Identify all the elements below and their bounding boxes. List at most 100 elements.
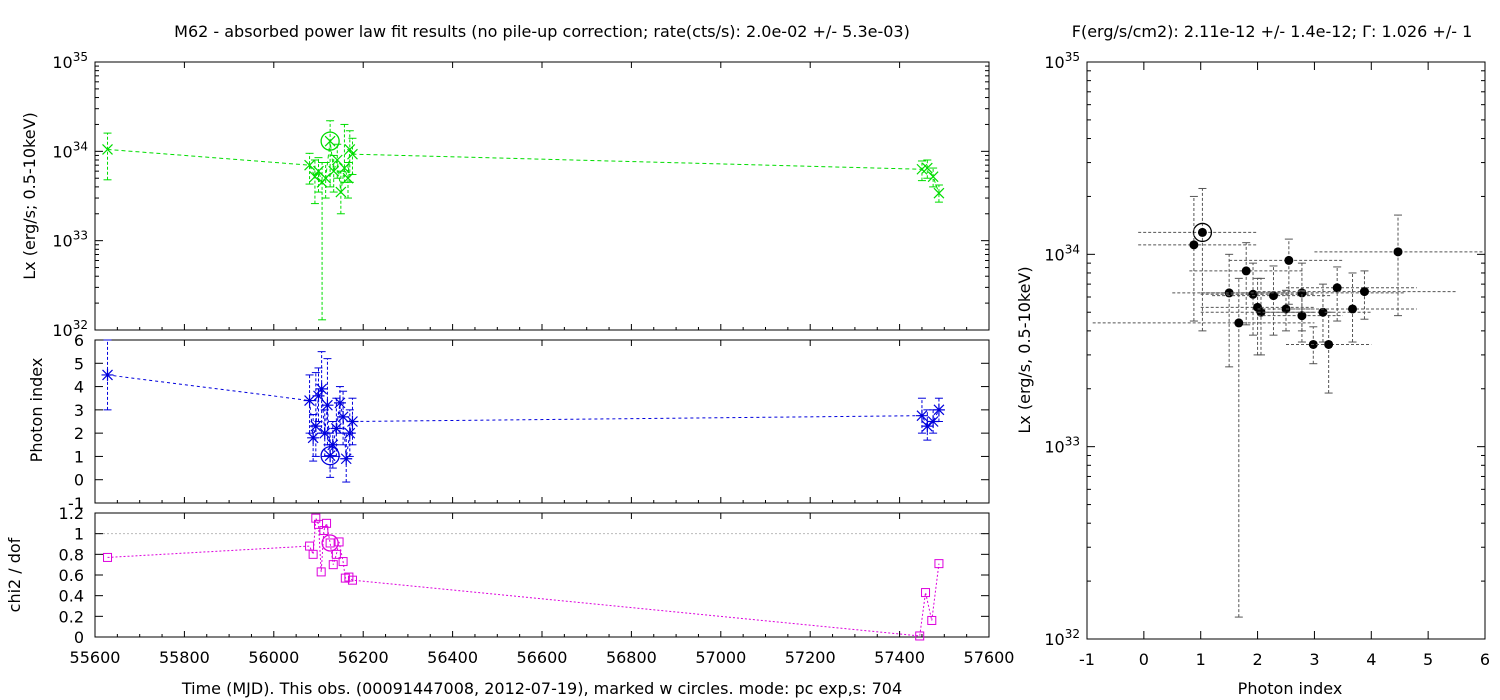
chi-point-marker (103, 552, 113, 562)
scatter-point (1256, 307, 1266, 317)
gamma-point-marker (324, 449, 337, 462)
y-tick-label: 2 (74, 424, 84, 443)
lx-point-marker (320, 172, 332, 184)
chi-point-marker (319, 526, 329, 536)
scatter-point (1224, 288, 1234, 298)
y-tick-label: 1033 (52, 229, 88, 251)
gamma-point-marker (318, 427, 331, 440)
chi-point-marker (331, 549, 341, 559)
scatter-point (1197, 227, 1207, 237)
scatter-point (1241, 266, 1251, 276)
x-tick-label: 57600 (964, 648, 1015, 667)
gamma-point-marker (315, 382, 328, 395)
x-tick-label: 56600 (517, 648, 568, 667)
gamma-time-plot-frame (94, 339, 990, 504)
axis-ticks: 55600 55800 56000 56200 56400 56600 56800 57000… (52, 50, 1490, 669)
y-tick-label: 1.2 (59, 504, 84, 523)
lx-point-marker (933, 187, 945, 199)
x-tick-label: 6 (1480, 650, 1490, 669)
x-tick-label: 55800 (159, 648, 210, 667)
lx-current-obs-circle (320, 131, 340, 151)
gamma-point-marker (101, 368, 114, 381)
gamma-point-marker (343, 427, 356, 440)
gamma-point-marker (927, 415, 940, 428)
x-tick-label: 4 (1366, 650, 1376, 669)
x-tick-label: 57400 (874, 648, 925, 667)
y-tick-label: 1035 (52, 50, 88, 72)
y-tick-label: 0.8 (59, 545, 84, 564)
lx-gamma-scatter (1092, 187, 1485, 618)
lx-gamma-plot-frame (1086, 61, 1486, 640)
photon-index-axis-label: Photon index (1238, 679, 1343, 698)
gamma-point-marker (346, 415, 359, 428)
y-tick-label: 1035 (1044, 50, 1080, 72)
chi-point-marker (308, 549, 318, 559)
gamma-point-marker (307, 431, 320, 444)
x-tick-label: 55600 (70, 648, 121, 667)
lx-time-series (102, 120, 945, 321)
lx-time-plot-frame (94, 61, 990, 331)
chi-point-marker (311, 513, 321, 523)
lx-point-marker (921, 162, 933, 174)
gamma-point-marker (915, 409, 928, 422)
y-tick-label: 0.2 (59, 607, 84, 626)
chi-point-marker (325, 538, 335, 548)
x-tick-label: 5 (1423, 650, 1433, 669)
chi-point-marker (322, 518, 332, 528)
chi-axis-label: chi2 / dof (5, 537, 24, 612)
gamma-time-series (101, 339, 945, 483)
x-tick-label: 56800 (606, 648, 657, 667)
lx-axis-label: Lx (erg/s; 0.5-10keV) (20, 112, 39, 280)
left-plot-title: M62 - absorbed power law fit results (no… (174, 22, 910, 41)
x-tick-label: 56200 (338, 648, 389, 667)
y-tick-label: 0.4 (59, 587, 84, 606)
scatter-point (1393, 247, 1403, 257)
chi-time-series (95, 513, 989, 641)
scatter-current-obs-circle (1192, 222, 1213, 243)
scatter-point (1297, 311, 1307, 321)
chi-point-marker (334, 537, 344, 547)
chi-current-obs-circle (321, 534, 339, 552)
chi-point-marker (927, 615, 937, 625)
x-tick-label: 3 (1309, 650, 1319, 669)
y-tick-label: 0.6 (59, 566, 84, 585)
y-tick-label: 3 (74, 401, 84, 420)
chi-time-plot-frame (94, 512, 990, 638)
x-tick-label: -1 (1079, 650, 1095, 669)
y-tick-label: 0 (74, 628, 84, 647)
lx-point-marker (331, 154, 343, 166)
y-tick-label: 4 (74, 378, 84, 397)
y-tick-label: 1032 (1044, 627, 1080, 649)
lx-point-marker (347, 148, 358, 160)
lx-series-line (107, 141, 940, 194)
scatter-point (1359, 287, 1369, 297)
lx-point-marker (102, 144, 113, 155)
y-tick-label: -1 (68, 494, 84, 513)
y-tick-label: 0 (74, 471, 84, 490)
y-tick-label: 6 (74, 331, 84, 350)
scatter-point (1248, 289, 1258, 299)
x-tick-label: 1 (1196, 650, 1206, 669)
scatter-point (1332, 283, 1342, 293)
gamma-point-marker (921, 420, 934, 433)
scatter-point (1234, 318, 1244, 328)
y-tick-label: 1034 (1044, 242, 1080, 264)
lx-right-axis-label: Lx (erg/s, 0.5-10keV) (1015, 266, 1034, 433)
right-plot-title: F(erg/s/cm2): 2.11e-12 +/- 1.4e-12; Γ: 1… (1072, 22, 1473, 41)
gamma-point-marker (932, 403, 945, 416)
chi-point-marker (934, 559, 944, 569)
time-axis-label: Time (MJD). This obs. (00091447008, 2012… (181, 679, 902, 698)
y-tick-label: 1033 (1044, 435, 1080, 457)
chi-point-marker (305, 541, 315, 551)
scatter-point (1348, 304, 1358, 314)
chi-series-line (107, 517, 940, 637)
scatter-point (1324, 339, 1334, 349)
gamma-series-line (107, 374, 940, 459)
gamma-point-marker (333, 396, 346, 409)
gamma-point-marker (321, 399, 334, 412)
chi-point-marker (915, 631, 925, 641)
lx-point-marker (335, 186, 347, 198)
x-tick-label: 0 (1139, 650, 1149, 669)
lx-point-marker (927, 171, 939, 183)
